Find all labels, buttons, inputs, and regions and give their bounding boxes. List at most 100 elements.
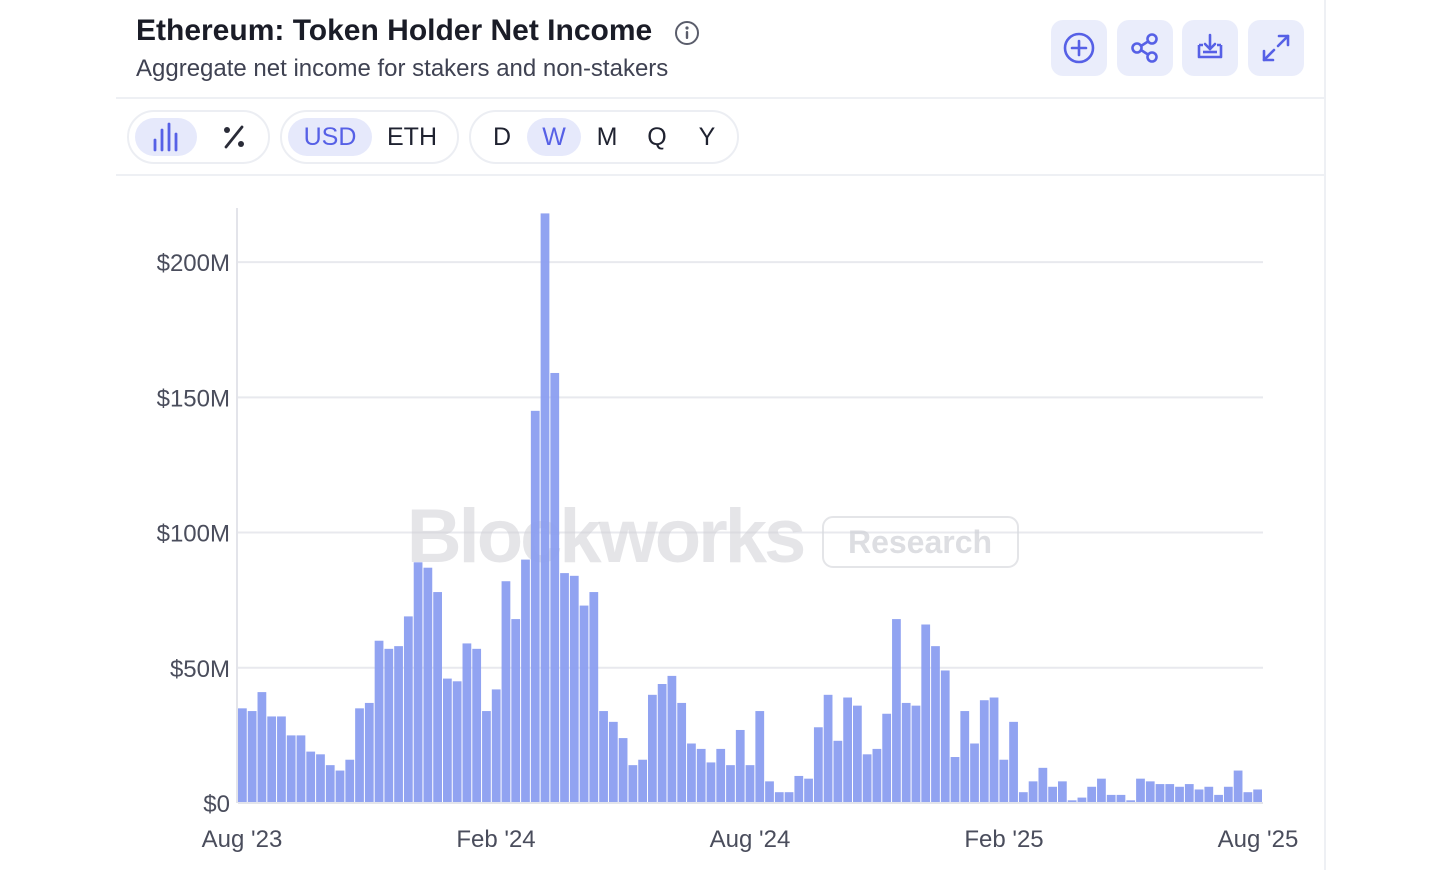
bar[interactable] — [462, 643, 472, 803]
bar[interactable] — [433, 592, 442, 803]
bar[interactable] — [765, 781, 774, 803]
bar[interactable] — [1233, 770, 1243, 803]
bar[interactable] — [794, 775, 804, 803]
bar[interactable] — [784, 792, 794, 803]
bar[interactable] — [872, 748, 882, 803]
bar[interactable] — [1058, 781, 1067, 803]
bar[interactable] — [911, 705, 921, 803]
bar[interactable] — [774, 792, 784, 803]
bar[interactable] — [833, 740, 843, 803]
share-button[interactable] — [1117, 20, 1173, 76]
bar[interactable] — [989, 697, 999, 803]
bar[interactable] — [277, 716, 286, 803]
bar[interactable] — [638, 759, 647, 803]
bar[interactable] — [1009, 721, 1018, 803]
bar[interactable] — [501, 581, 511, 803]
bar[interactable] — [882, 713, 892, 803]
bar[interactable] — [1175, 786, 1184, 803]
bar-chart-option[interactable] — [135, 118, 197, 156]
bar[interactable] — [1165, 784, 1175, 803]
bar[interactable] — [979, 700, 989, 803]
bar[interactable] — [687, 743, 696, 804]
bar[interactable] — [403, 616, 413, 803]
bar[interactable] — [667, 675, 677, 803]
bar[interactable] — [413, 562, 423, 803]
bar[interactable] — [735, 729, 745, 803]
bar[interactable] — [345, 759, 355, 803]
bar[interactable] — [1223, 786, 1233, 803]
bar[interactable] — [540, 213, 550, 803]
bar[interactable] — [335, 770, 345, 803]
bar[interactable] — [560, 573, 569, 803]
bar[interactable] — [813, 727, 823, 803]
period-y[interactable]: Y — [698, 122, 716, 151]
bar[interactable] — [696, 748, 706, 803]
bar[interactable] — [950, 757, 960, 803]
bar[interactable] — [862, 754, 872, 803]
bar[interactable] — [677, 702, 687, 803]
bar[interactable] — [1194, 789, 1204, 803]
bar[interactable] — [286, 735, 296, 803]
bar[interactable] — [648, 694, 657, 803]
bar[interactable] — [940, 670, 950, 803]
percent-option[interactable] — [205, 118, 263, 156]
bar[interactable] — [618, 738, 628, 803]
bar[interactable] — [257, 692, 267, 803]
bar[interactable] — [550, 372, 560, 803]
download-button[interactable] — [1182, 20, 1238, 76]
bar[interactable] — [247, 711, 257, 803]
bar[interactable] — [579, 605, 589, 803]
bar[interactable] — [657, 684, 667, 803]
bar[interactable] — [482, 711, 491, 803]
bar[interactable] — [355, 708, 364, 803]
bar[interactable] — [521, 559, 530, 803]
bar[interactable] — [316, 754, 325, 803]
expand-button[interactable] — [1248, 20, 1304, 76]
bar[interactable] — [325, 765, 335, 803]
add-button[interactable] — [1051, 20, 1107, 76]
bar[interactable] — [931, 646, 940, 803]
bar[interactable] — [472, 648, 482, 803]
currency-usd[interactable]: USD — [288, 118, 372, 156]
bar[interactable] — [1253, 789, 1262, 803]
bar[interactable] — [608, 721, 618, 803]
period-d[interactable]: D — [492, 122, 512, 151]
bar[interactable] — [999, 759, 1009, 803]
bar[interactable] — [892, 619, 901, 803]
bar[interactable] — [1038, 767, 1048, 803]
bar[interactable] — [599, 711, 608, 803]
bar[interactable] — [1136, 778, 1145, 803]
bar[interactable] — [853, 705, 862, 803]
bar[interactable] — [901, 702, 911, 803]
bar[interactable] — [423, 567, 433, 803]
bar[interactable] — [1077, 797, 1087, 803]
bar[interactable] — [716, 748, 726, 803]
bar[interactable] — [384, 648, 394, 803]
bar[interactable] — [394, 646, 403, 803]
currency-eth[interactable]: ETH — [387, 122, 437, 151]
bar[interactable] — [1067, 800, 1077, 803]
bar[interactable] — [921, 624, 931, 804]
bar[interactable] — [296, 735, 306, 803]
bar[interactable] — [1087, 786, 1097, 803]
bar[interactable] — [1155, 784, 1165, 803]
bar[interactable] — [589, 592, 599, 803]
bar[interactable] — [569, 575, 579, 803]
info-icon[interactable] — [674, 20, 700, 46]
bar[interactable] — [1028, 781, 1038, 803]
bar[interactable] — [1184, 784, 1194, 803]
bar[interactable] — [1018, 792, 1028, 803]
bar[interactable] — [511, 619, 521, 803]
bar[interactable] — [1048, 786, 1057, 803]
bar[interactable] — [970, 743, 979, 804]
bar[interactable] — [1214, 794, 1223, 803]
period-w[interactable]: W — [527, 118, 581, 156]
period-q[interactable]: Q — [647, 122, 667, 151]
bar[interactable] — [238, 708, 247, 803]
bar[interactable] — [960, 711, 970, 803]
bar[interactable] — [1243, 792, 1253, 803]
bar[interactable] — [1145, 781, 1155, 803]
bar[interactable] — [443, 678, 452, 803]
bar[interactable] — [745, 765, 755, 803]
bar[interactable] — [374, 640, 384, 803]
